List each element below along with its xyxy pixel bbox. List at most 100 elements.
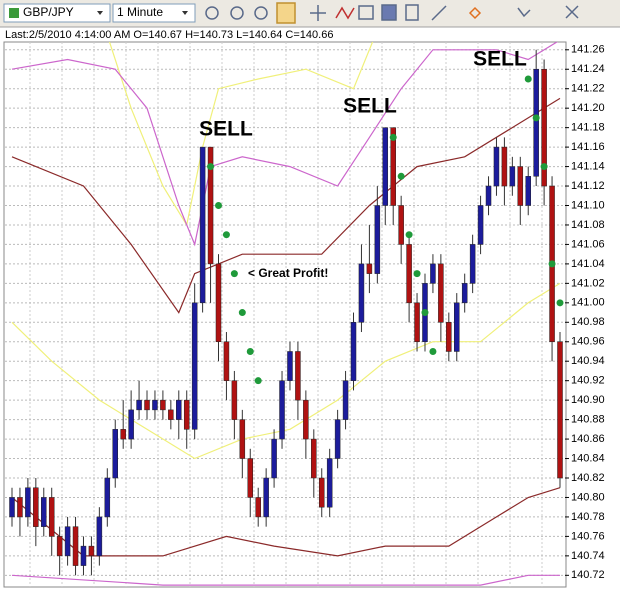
candle-body [414, 302, 420, 343]
candle-body [247, 458, 254, 498]
candle-body [17, 497, 23, 518]
fib-tool-button[interactable] [468, 6, 482, 20]
sar-dot [230, 270, 238, 278]
candle-body [334, 419, 341, 459]
candle-body [120, 429, 126, 440]
candle-body [176, 399, 182, 420]
y-tick-label: 141.26 [571, 44, 605, 56]
symbol-text: GBP/JPY [23, 5, 74, 19]
sar-dot [222, 231, 230, 239]
candle-body [263, 477, 269, 518]
y-tick-label: 141.06 [571, 238, 605, 250]
sar-dot [207, 163, 215, 171]
candle-body [398, 205, 404, 245]
candle-body [541, 69, 547, 187]
band-line [11, 487, 561, 557]
plot-area [3, 41, 567, 588]
annotation: SELL [199, 118, 253, 141]
y-tick-label: 141.24 [571, 63, 605, 75]
candle-body [183, 399, 190, 430]
y-tick-label: 140.92 [571, 375, 605, 387]
timeframe-select[interactable]: 1 Minute [112, 3, 196, 23]
band-line [108, 42, 374, 227]
y-tick-label: 140.78 [571, 511, 605, 523]
sar-dot [532, 114, 540, 122]
sar-dot [413, 270, 421, 278]
symbol-select[interactable]: GBP/JPY [3, 3, 111, 23]
candle-body [48, 497, 55, 537]
y-tick-label: 140.86 [571, 433, 605, 445]
candle-body [350, 322, 357, 381]
y-tick-label: 141.18 [571, 122, 605, 134]
candle-body [80, 545, 87, 566]
candle-body [33, 487, 39, 527]
candle-body [144, 399, 150, 411]
y-tick-label: 141.00 [571, 297, 605, 309]
line-tool-button[interactable] [431, 5, 447, 21]
candle-body [271, 438, 277, 479]
y-tick-label: 140.90 [571, 394, 605, 406]
sar-dot [524, 75, 532, 83]
sar-dot [429, 347, 437, 355]
save-button[interactable] [381, 4, 397, 21]
annotation: SELL [473, 48, 527, 71]
candle-body [533, 69, 539, 177]
candle-body [469, 244, 476, 284]
zoom-in-button[interactable] [205, 6, 219, 20]
candle-body [295, 351, 301, 401]
candle-body [303, 399, 309, 440]
zoom-out-button[interactable] [230, 6, 244, 20]
candle-body [454, 302, 460, 352]
crosshair-button[interactable] [310, 5, 326, 21]
candle-body [311, 438, 317, 479]
candle-body [382, 127, 389, 206]
candle-body [56, 536, 63, 557]
candle-body [9, 497, 15, 518]
zoom-fit-button[interactable] [254, 6, 268, 20]
y-tick-label: 141.16 [571, 141, 605, 153]
candle-body [168, 409, 174, 420]
y-tick-label: 141.08 [571, 219, 605, 231]
page-button[interactable] [405, 4, 419, 21]
candle-body [160, 399, 166, 411]
candle-body [223, 341, 230, 381]
candle-body [438, 263, 444, 323]
cursor-button[interactable] [276, 2, 296, 24]
candle-body [191, 302, 198, 430]
candle-body [152, 399, 158, 411]
candle-body [461, 283, 468, 304]
sar-dot [405, 231, 413, 239]
sar-dot [548, 260, 556, 268]
y-tick-label: 140.80 [571, 491, 605, 503]
candle-body [406, 244, 412, 304]
candle-body [517, 166, 524, 206]
y-tick-label: 140.98 [571, 316, 605, 328]
draw-tool-button[interactable] [517, 7, 531, 18]
candle-body [72, 526, 79, 566]
indicator-button[interactable] [335, 6, 355, 20]
annotation: < Great Profit! [248, 266, 328, 280]
candle-body [136, 399, 142, 411]
y-tick-label: 140.88 [571, 414, 605, 426]
y-tick-label: 141.14 [571, 160, 605, 172]
y-tick-label: 140.72 [571, 569, 605, 581]
settings-button[interactable] [565, 5, 579, 19]
candle-body [430, 263, 436, 284]
sar-dot [540, 163, 548, 171]
candle-body [112, 429, 118, 479]
candle-body [493, 146, 500, 187]
candle-body [318, 477, 325, 508]
timeframe-text: 1 Minute [117, 5, 163, 19]
candle-body [215, 263, 222, 342]
y-tick-label: 140.76 [571, 530, 605, 542]
candle-body [477, 205, 484, 245]
y-tick-label: 140.96 [571, 336, 605, 348]
candle-body [128, 409, 134, 440]
sar-dot [214, 202, 222, 209]
candle-body [509, 166, 516, 187]
sar-dot [246, 347, 254, 355]
candle-body [287, 351, 293, 381]
band-line [11, 282, 561, 460]
print-button[interactable] [358, 5, 374, 20]
